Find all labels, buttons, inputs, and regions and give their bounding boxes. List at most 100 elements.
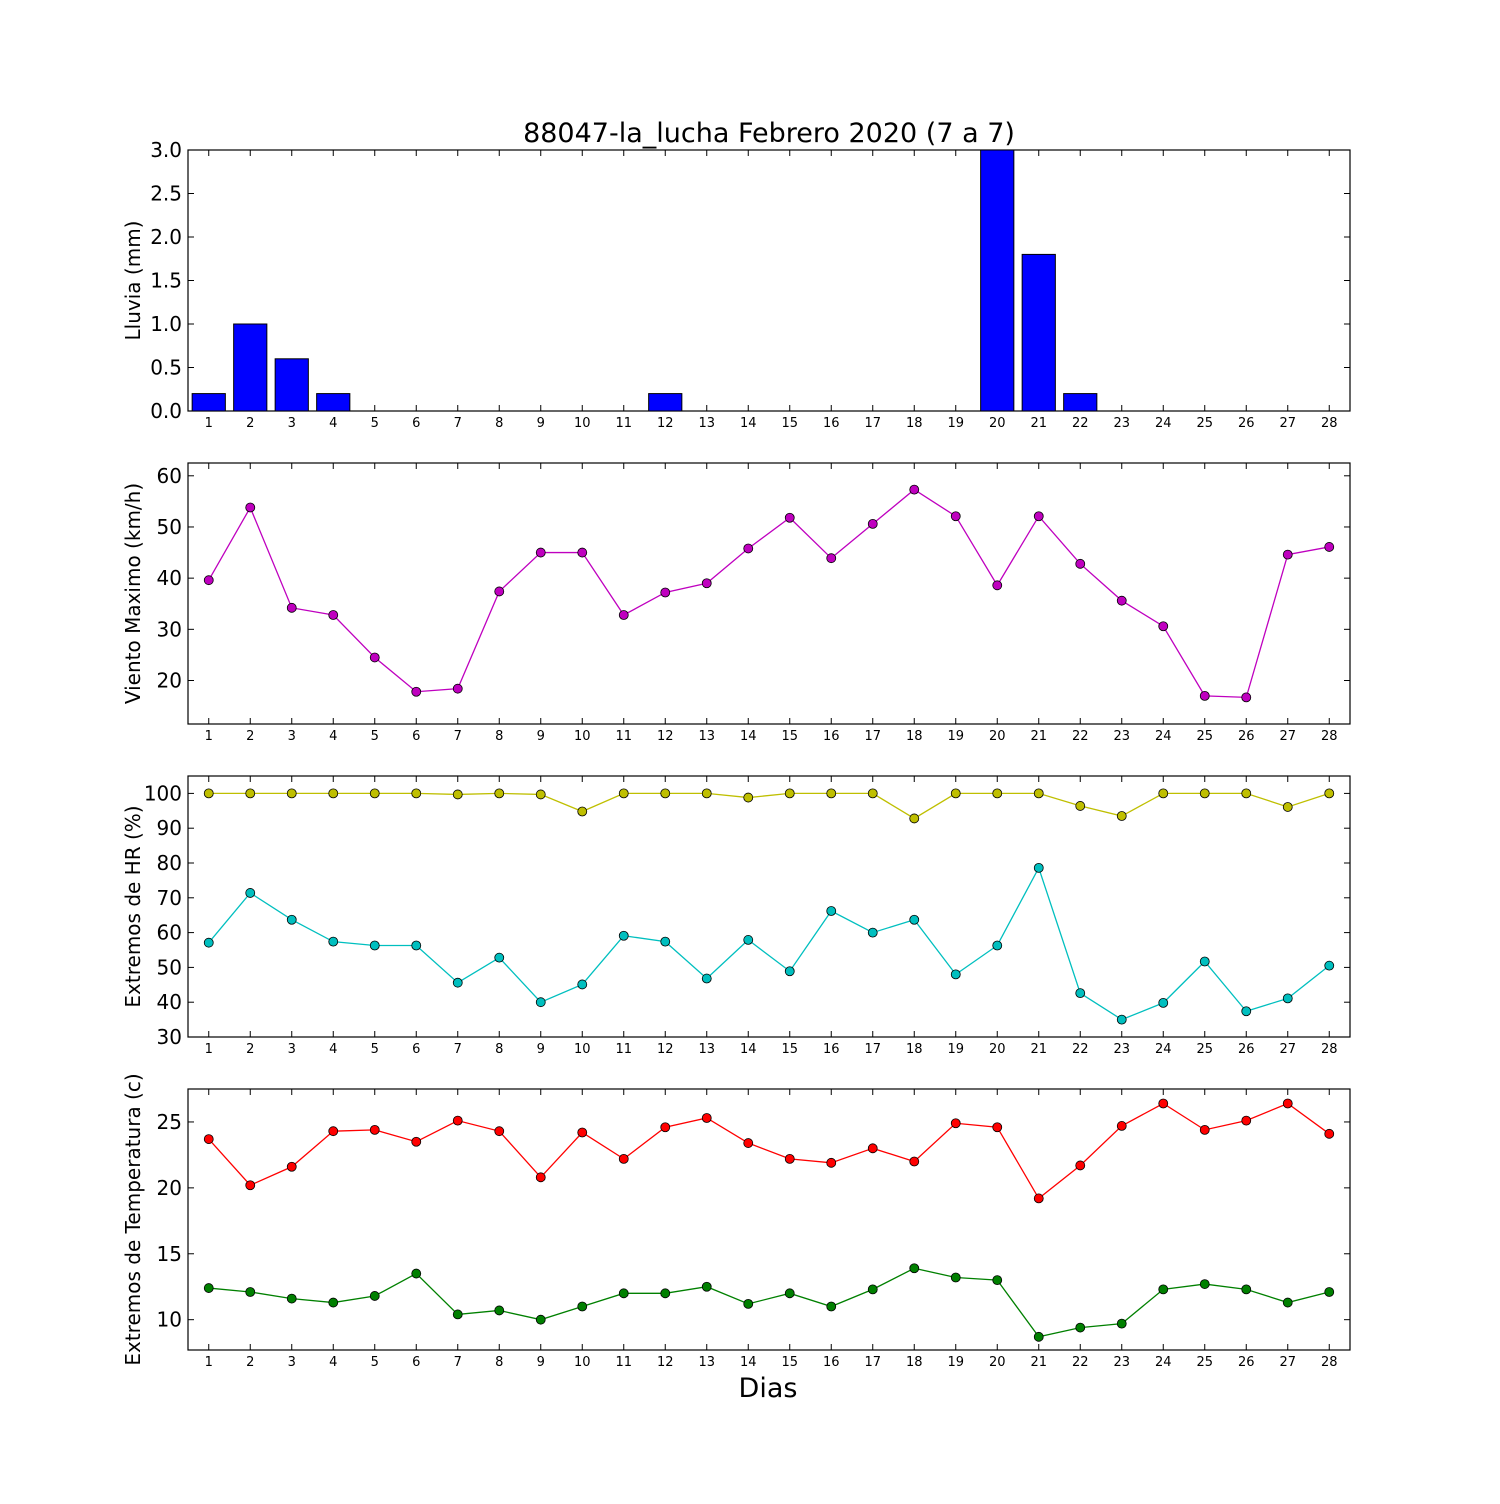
y-tick-label: 90 [157,816,182,840]
rain-bar [191,393,226,412]
x-tick-label: 8 [495,1042,503,1057]
data-point [826,1157,837,1168]
x-tick-label: 14 [740,416,757,431]
data-point [1241,1006,1252,1017]
data-point [1033,1193,1044,1204]
data-point [1033,1331,1044,1342]
data-point [452,1115,463,1126]
x-tick-label: 16 [823,729,840,744]
x-tick-label: 5 [371,1042,379,1057]
x-tick-label: 19 [947,1355,964,1370]
x-tick-label: 25 [1196,1355,1213,1370]
x-tick-label: 8 [495,416,503,431]
x-tick-label: 27 [1279,729,1296,744]
x-tick-label: 13 [698,729,715,744]
data-point [494,952,505,963]
x-tick-label: 28 [1321,1042,1338,1057]
data-point [535,1314,546,1325]
data-point [1199,1124,1210,1135]
data-point [992,940,1003,951]
data-point [203,937,214,948]
x-tick-label: 1 [205,1355,213,1370]
x-tick-label: 3 [288,1355,296,1370]
y-tick-label: 15 [157,1242,182,1266]
data-point [1033,788,1044,799]
x-tick-label: 13 [698,416,715,431]
y-tick-label: 2.5 [150,182,182,206]
x-tick-label: 27 [1279,1042,1296,1057]
x-tick-label: 19 [947,729,964,744]
data-point [660,1122,671,1133]
x-tick-label: 10 [574,729,591,744]
data-point [535,997,546,1008]
data-point [577,806,588,817]
data-point [1075,801,1086,811]
x-tick-label: 17 [864,416,881,431]
x-tick-label: 9 [537,416,545,431]
x-tick-label: 11 [615,1042,632,1057]
y-tick-label: 0.0 [150,399,182,423]
data-point [1324,542,1335,552]
x-tick-label: 24 [1155,416,1172,431]
y-tick-label: 70 [157,886,182,910]
data-point [1116,1318,1127,1329]
data-point [411,1136,422,1147]
x-tick-label: 11 [615,729,632,744]
data-point [909,484,920,495]
x-tick-label: 1 [205,416,213,431]
y-tick-label: 100 [144,781,182,805]
data-point [867,1143,878,1154]
data-point [743,1298,754,1309]
x-tick-label: 28 [1321,729,1338,744]
x-tick-label: 21 [1030,729,1047,744]
data-point [743,935,754,945]
x-tick-label: 27 [1279,1355,1296,1370]
data-point [992,788,1003,799]
x-tick-label: 7 [454,729,462,744]
y-axis-label-3: Extremos de HR (%) [121,805,145,1007]
y-tick-label: 25 [157,1110,182,1134]
data-point [867,519,878,529]
data-point [992,1275,1003,1286]
series-line-4-1 [208,1102,1330,1200]
x-tick-label: 18 [906,1355,923,1370]
x-tick-label: 25 [1196,1042,1213,1057]
x-tick-label: 9 [537,729,545,744]
data-point [286,914,297,925]
series-line-3-1 [208,792,1330,820]
data-point [369,788,380,799]
data-point [701,578,712,589]
y-axis-label-1: Lluvia (mm) [121,221,145,341]
data-point [369,1124,380,1135]
data-point [328,936,339,947]
x-tick-label: 4 [329,1355,337,1370]
data-point [1199,1279,1210,1289]
x-tick-label: 4 [329,729,337,744]
x-tick-label: 11 [615,416,632,431]
y-axis-label-2: Viento Maximo (km/h) [121,483,145,704]
data-point [1324,1287,1335,1297]
series-line-3-2 [208,866,1330,1021]
x-tick-label: 16 [823,416,840,431]
data-point [784,512,795,523]
y-tick-label: 60 [157,921,182,945]
y-tick-label: 20 [157,1176,182,1200]
data-point [660,936,671,947]
data-point [245,788,256,799]
x-tick-label: 3 [288,416,296,431]
x-tick-label: 5 [371,729,379,744]
x-tick-label: 1 [205,1042,213,1057]
x-tick-label: 10 [574,1042,591,1057]
x-tick-label: 18 [906,416,923,431]
x-tick-label: 20 [989,1355,1006,1370]
x-tick-label: 28 [1321,416,1338,431]
data-point [1241,1284,1252,1295]
data-point [950,969,961,980]
data-point [1158,788,1169,799]
x-tick-label: 2 [246,729,254,744]
data-point [950,788,961,799]
x-tick-label: 6 [412,1355,420,1370]
data-point [203,1134,214,1144]
x-tick-label: 22 [1072,1042,1089,1057]
